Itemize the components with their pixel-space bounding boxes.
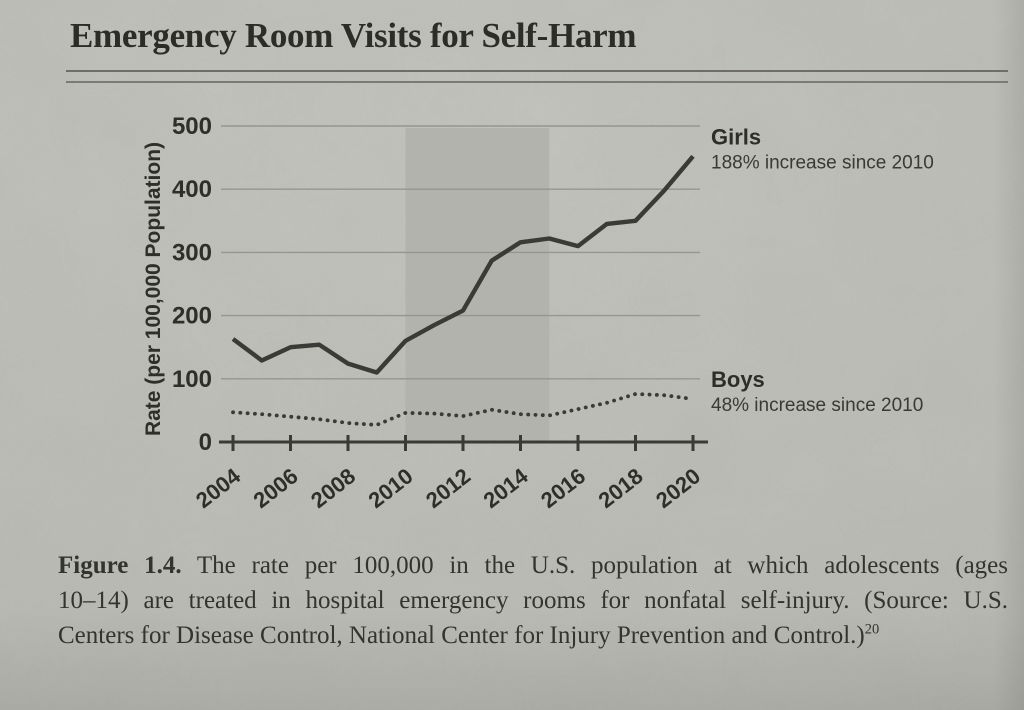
x-tick-label-2010: 2010 (364, 463, 418, 513)
boys-line (231, 392, 695, 427)
footnote-marker: 20 (864, 621, 880, 638)
chart-figure: 0 100 200 300 400 500 2004 2006 2008 2010 2012 2014… (128, 94, 1008, 550)
x-tick-label-2018: 2018 (594, 463, 648, 513)
y-tick-label-300: 300 (172, 239, 212, 266)
x-tick-label-2008: 2008 (306, 463, 360, 513)
title-divider-rule (66, 70, 1008, 83)
y-tick-label-0: 0 (199, 429, 212, 456)
caption-line-3: Centers for Disease Control, National Ce… (58, 621, 880, 649)
y-tick-label-400: 400 (172, 176, 212, 203)
y-axis-title: Rate (per 100,000 Population) (142, 142, 165, 436)
girls-line (231, 154, 695, 375)
x-tick-label-2020: 2020 (651, 463, 705, 513)
series-annotation-boys: 48% increase since 2010 (711, 395, 923, 416)
caption-line-1: Figure 1.4. The rate per 100,000 in the … (58, 552, 1008, 579)
x-tick-label-2012: 2012 (421, 463, 475, 513)
y-tick-label-200: 200 (172, 303, 212, 330)
page-title: Emergency Room Visits for Self-Harm (70, 16, 637, 55)
y-tick-label-500: 500 (172, 113, 212, 140)
caption-line-2: 10–14) are treated in hospital emergency… (58, 587, 1008, 614)
figure-label: Figure 1.4. (58, 552, 182, 579)
x-tick-label-2016: 2016 (536, 463, 590, 513)
x-tick-label-2014: 2014 (479, 463, 534, 513)
y-tick-label-100: 100 (172, 366, 212, 393)
figure-caption: Figure 1.4. The rate per 100,000 in the … (58, 548, 1008, 653)
series-label-boys: Boys (711, 367, 765, 392)
series-label-girls: Girls (711, 124, 761, 149)
series-annotation-girls: 188% increase since 2010 (711, 152, 934, 173)
x-tick-label-2006: 2006 (249, 463, 303, 513)
x-tick-label-2004: 2004 (191, 463, 246, 513)
self-harm-line-chart: 0 100 200 300 400 500 2004 2006 2008 2010 2012 2014… (142, 113, 934, 513)
